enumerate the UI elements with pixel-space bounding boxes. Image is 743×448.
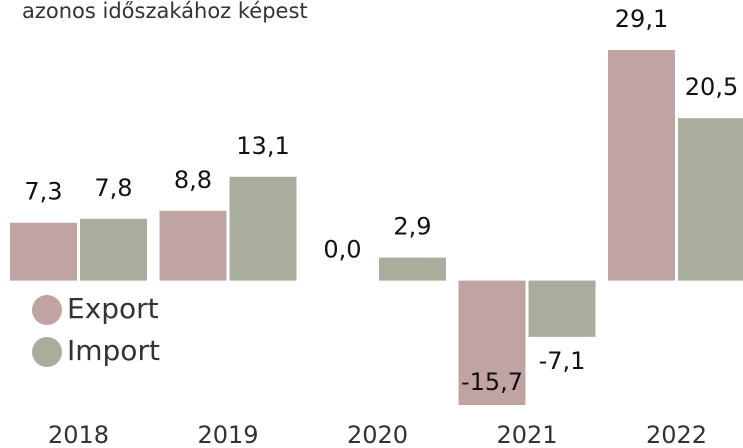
- value-label: 0,0: [323, 236, 361, 264]
- bar: [608, 50, 675, 281]
- bar: [229, 176, 297, 281]
- x-tick-label: 2021: [496, 421, 557, 448]
- value-label: -7,1: [539, 347, 586, 375]
- legend-label: Import: [67, 334, 160, 367]
- value-label: 7,8: [94, 174, 132, 202]
- value-label: 29,1: [615, 5, 668, 33]
- bar: [379, 257, 446, 281]
- value-label: 2,9: [393, 213, 431, 241]
- value-label: 20,5: [685, 73, 738, 101]
- value-label: 13,1: [236, 132, 289, 160]
- bar: [10, 222, 77, 281]
- bar: [528, 280, 596, 337]
- x-tick-label: 2019: [197, 421, 258, 448]
- value-label: 8,8: [174, 166, 212, 194]
- value-label: 7,3: [24, 178, 62, 206]
- value-label: -15,7: [461, 368, 523, 396]
- legend-label: Export: [67, 292, 159, 325]
- bar: [458, 280, 526, 405]
- bar: [678, 118, 743, 281]
- x-tick-label: 2020: [347, 421, 408, 448]
- legend-swatch: [32, 295, 62, 325]
- bar: [80, 218, 147, 281]
- bar: [159, 210, 227, 281]
- x-tick-label: 2018: [48, 421, 109, 448]
- legend-swatch: [32, 337, 62, 367]
- x-tick-label: 2022: [646, 421, 707, 448]
- chart-subtitle: azonos időszakához képest: [22, 0, 308, 23]
